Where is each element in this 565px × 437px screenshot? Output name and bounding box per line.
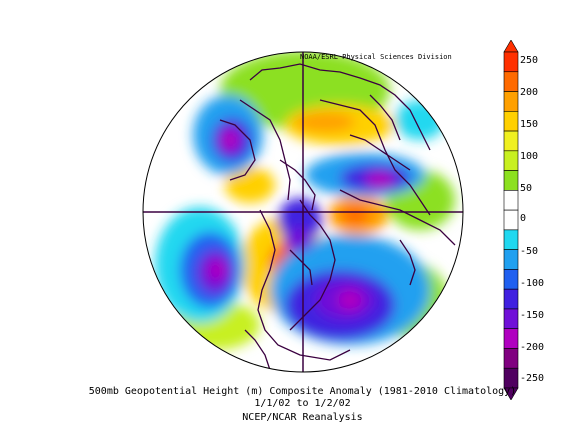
colorbar-label-minus250: -250	[520, 373, 545, 384]
colorbar	[503, 40, 519, 400]
colorbar-cell	[503, 170, 519, 191]
colorbar-cell	[503, 110, 519, 132]
credit-text: NOAA/ESRL Physical Sciences Division	[300, 53, 452, 61]
colorbar-arrow-bottom	[503, 387, 519, 400]
caption-dates: 1/1/02 to 1/2/02	[254, 398, 351, 409]
colorbar-cell	[503, 150, 519, 171]
colorbar-label-minus100: -100	[520, 278, 545, 289]
colorbar-cell	[503, 328, 519, 349]
colorbar-cell	[503, 91, 519, 112]
colorbar-cell	[503, 288, 519, 310]
colorbar-label-150: 150	[520, 119, 539, 130]
caption-source: NCEP/NCAR Reanalysis	[242, 412, 363, 423]
colorbar-cell	[503, 249, 519, 270]
colorbar-label-200: 200	[520, 87, 539, 98]
colorbar-cell	[503, 71, 519, 92]
coastlines	[219, 63, 456, 371]
caption-title: 500mb Geopotential Height (m) Composite …	[88, 386, 517, 397]
colorbar-label-100: 100	[520, 151, 539, 162]
colorbar-cell	[503, 308, 519, 330]
colorbar-cell	[503, 269, 519, 290]
colorbar-label-minus200: -200	[520, 342, 545, 353]
colorbar-cell	[503, 348, 519, 369]
colorbar-cell	[503, 209, 519, 231]
colorbar-label-0: 0	[520, 213, 527, 224]
colorbar-cell	[503, 190, 519, 211]
colorbar-cell	[503, 130, 519, 152]
colorbar-cell	[503, 229, 519, 250]
colorbar-label-minus150: -150	[520, 310, 545, 321]
colorbar-arrow-top	[503, 40, 519, 53]
colorbar-label-minus50: -50	[520, 246, 539, 257]
colorbar-label-50: 50	[520, 183, 533, 194]
colorbar-label-250: 250	[520, 55, 539, 66]
colorbar-cell	[503, 51, 519, 73]
map-border-circle	[142, 51, 464, 373]
anomaly-field	[155, 52, 456, 371]
